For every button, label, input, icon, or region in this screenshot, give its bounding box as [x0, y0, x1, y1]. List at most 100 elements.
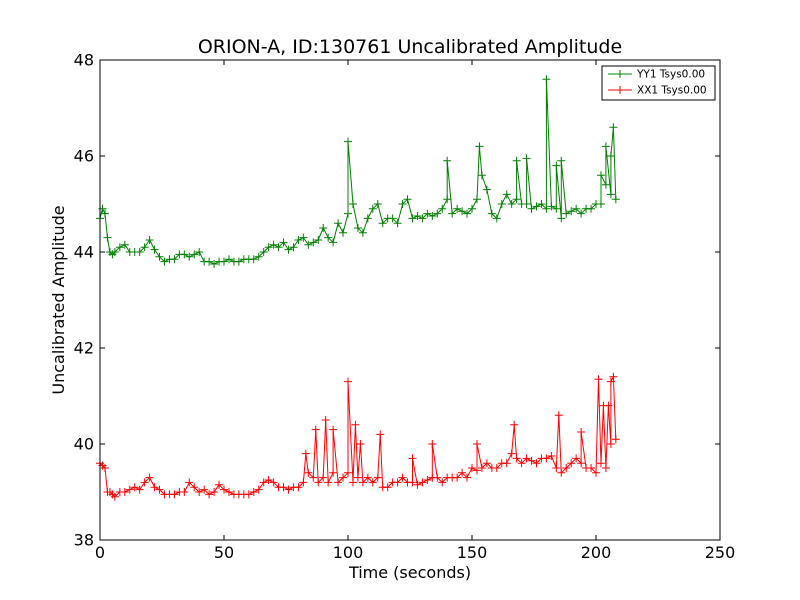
data-point: [130, 483, 139, 492]
data-point: [458, 468, 467, 477]
data-point: [294, 483, 303, 492]
data-point: [351, 420, 360, 429]
data-point: [497, 200, 506, 208]
data-point: [463, 473, 472, 482]
data-point: [388, 214, 397, 223]
data-point: [274, 243, 283, 252]
data-point: [279, 483, 288, 492]
data-point: [195, 488, 204, 496]
data-point: [383, 483, 392, 492]
data-point: [329, 468, 338, 477]
data-point: [577, 209, 586, 218]
data-point: [542, 75, 551, 84]
data-point: [220, 485, 228, 494]
data-point: [587, 464, 596, 472]
data-point: [373, 200, 382, 208]
data-point: [408, 478, 417, 487]
legend-label-yy1: YY1 Tsys0.00: [636, 69, 705, 81]
data-point: [210, 488, 219, 496]
data-point: [572, 454, 581, 463]
data-point: [185, 252, 194, 261]
data-point: [344, 209, 352, 218]
data-point: [428, 440, 437, 448]
data-point: [155, 252, 164, 261]
data-point: [120, 240, 129, 249]
data-point: [512, 195, 521, 204]
data-point: [482, 185, 491, 194]
data-point: [552, 464, 561, 472]
data-point: [423, 209, 432, 218]
chart-title: ORION-A, ID:130761 Uncalibrated Amplitud…: [198, 36, 622, 58]
data-point: [517, 459, 526, 468]
legend: YY1 Tsys0.00 XX1 Tsys0.00: [601, 65, 716, 101]
legend-marker-yy1: [616, 70, 624, 78]
data-point: [438, 204, 447, 213]
data-point: [606, 152, 615, 160]
data-point: [145, 473, 154, 482]
data-point: [321, 416, 330, 424]
data-point: [269, 240, 278, 249]
data-point: [577, 459, 586, 468]
data-point: [472, 195, 481, 204]
data-point: [353, 473, 362, 482]
data-point: [522, 454, 531, 463]
data-point: [309, 473, 318, 482]
data-point: [309, 238, 318, 247]
data-point: [468, 204, 476, 213]
data-point: [185, 478, 194, 487]
data-point: [344, 137, 352, 146]
data-point: [378, 219, 387, 228]
data-point: [606, 440, 615, 448]
data-point: [522, 154, 531, 163]
data-point: [279, 238, 288, 247]
legend-box: [601, 65, 716, 101]
series-0: [96, 75, 620, 268]
y-axis-label: Uncalibrated Amplitude: [49, 205, 68, 394]
data-point: [453, 473, 462, 482]
data-point: [403, 195, 412, 204]
data-point: [125, 485, 134, 494]
data-point: [100, 209, 109, 218]
data-point: [249, 488, 258, 496]
data-point: [215, 480, 224, 489]
data-point: [428, 212, 437, 220]
data-point: [324, 478, 333, 487]
data-point: [472, 440, 481, 448]
data-point: [135, 485, 144, 494]
data-point: [567, 459, 576, 468]
data-point: [609, 123, 618, 132]
x-axis-label: Time (seconds): [348, 563, 471, 582]
data-point: [334, 478, 343, 487]
data-point: [311, 425, 320, 434]
data-point: [160, 257, 169, 266]
data-point: [299, 478, 308, 487]
series-1: [96, 372, 620, 501]
data-point: [358, 228, 367, 237]
data-point: [562, 464, 571, 472]
data-point: [155, 485, 164, 494]
data-point: [254, 252, 263, 261]
data-point: [244, 490, 253, 499]
x-tick-label: 100: [333, 543, 364, 562]
data-point: [205, 257, 214, 266]
data-point: [314, 236, 323, 244]
y-tick-label: 46: [74, 147, 94, 166]
data-point: [438, 478, 447, 487]
data-point: [344, 468, 352, 477]
data-point: [368, 204, 377, 213]
data-point: [611, 435, 620, 444]
data-point: [577, 428, 586, 436]
data-point: [180, 250, 189, 259]
data-point: [587, 204, 596, 213]
data-point: [492, 214, 501, 223]
data-point: [601, 464, 610, 472]
data-point: [220, 257, 228, 266]
data-point: [319, 473, 328, 482]
data-point: [140, 243, 149, 252]
data-point: [398, 473, 407, 482]
data-point: [527, 204, 536, 213]
data-point: [443, 156, 452, 165]
data-point: [606, 190, 615, 199]
data-point: [284, 245, 293, 254]
